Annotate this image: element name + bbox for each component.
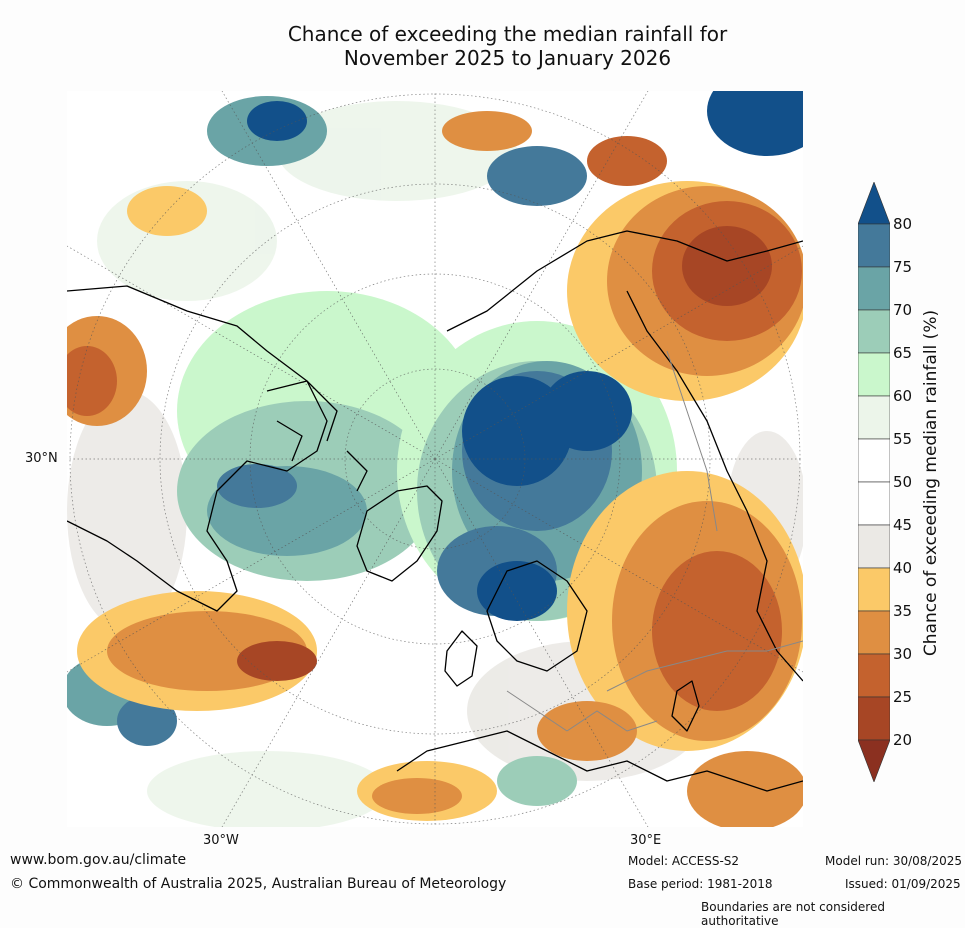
model-text: Model: ACCESS-S2 xyxy=(628,854,740,868)
canadian-archipelago xyxy=(266,380,368,492)
colorbar-band-60_65 xyxy=(857,352,891,397)
colorbar-tick-label: 70 xyxy=(893,301,913,319)
colorbar-band-45_50 xyxy=(857,481,891,526)
map-title: Chance of exceeding the median rainfall … xyxy=(130,22,885,70)
map-canvas xyxy=(67,91,803,827)
colorbar-arrow-above-80 xyxy=(857,181,891,225)
europe-south-coastline xyxy=(396,730,803,792)
colorbar-graphic xyxy=(857,181,891,783)
colorbar-tick-label: 80 xyxy=(893,215,913,233)
issued-text: Issued: 01/09/2025 xyxy=(845,877,961,891)
colorbar-tick-label: 50 xyxy=(893,473,913,491)
lon-label-30w: 30°W xyxy=(203,833,239,848)
uk-coastline xyxy=(444,630,478,687)
north-america-coastline xyxy=(67,285,328,612)
colorbar-band-40_45 xyxy=(857,524,891,569)
colorbar-band-75_80 xyxy=(857,223,891,268)
colorbar-band-65_70 xyxy=(857,309,891,354)
colorbar-band-55_60 xyxy=(857,395,891,440)
colorbar-tick-label: 20 xyxy=(893,731,913,749)
colorbar-band-25_30 xyxy=(857,653,891,698)
colorbar-band-50_55 xyxy=(857,438,891,483)
country-boundaries xyxy=(506,350,803,732)
lon-label-30e: 30°E xyxy=(630,833,662,848)
colorbar-band-35_40 xyxy=(857,567,891,612)
colorbar-tick-label: 55 xyxy=(893,430,913,448)
website-link[interactable]: www.bom.gov.au/climate xyxy=(10,852,187,868)
disclaimer-text: Boundaries are not considered authoritat… xyxy=(701,900,885,928)
title-line-1: Chance of exceeding the median rainfall … xyxy=(287,22,728,46)
greenland-coastline xyxy=(356,485,443,582)
colorbar-band-20_25 xyxy=(857,696,891,741)
colorbar-tick-label: 60 xyxy=(893,387,913,405)
colorbar-tick-label: 40 xyxy=(893,559,913,577)
caspian-outline xyxy=(671,680,700,732)
rainfall-outlook-map xyxy=(67,91,803,827)
dry-anomaly-areas xyxy=(67,111,803,827)
graticule xyxy=(67,91,803,827)
colorbar-label: Chance of exceeding median rainfall (%) xyxy=(921,309,941,657)
model-run-text: Model run: 30/08/2025 xyxy=(825,854,963,868)
lat-label-30n: 30°N xyxy=(25,451,58,466)
colorbar-tick-label: 25 xyxy=(893,688,913,706)
colorbar-tick-label: 35 xyxy=(893,602,913,620)
asia-east-coastline xyxy=(626,290,803,682)
colorbar-arrow-below-20 xyxy=(857,739,891,783)
scandinavia-coastline xyxy=(486,560,588,672)
colorbar-tick-label: 30 xyxy=(893,645,913,663)
colorbar-band-70_75 xyxy=(857,266,891,311)
colorbar-tick-label: 65 xyxy=(893,344,913,362)
coastlines xyxy=(67,230,803,792)
copyright-text: © Commonwealth of Australia 2025, Austra… xyxy=(10,876,507,892)
colorbar xyxy=(857,181,891,783)
colorbar-tick-label: 75 xyxy=(893,258,913,276)
eurasia-north-coastline xyxy=(446,230,803,332)
title-line-2: November 2025 to January 2026 xyxy=(343,46,672,70)
colorbar-band-30_35 xyxy=(857,610,891,655)
base-period-text: Base period: 1981-2018 xyxy=(628,877,773,891)
colorbar-tick-label: 45 xyxy=(893,516,913,534)
